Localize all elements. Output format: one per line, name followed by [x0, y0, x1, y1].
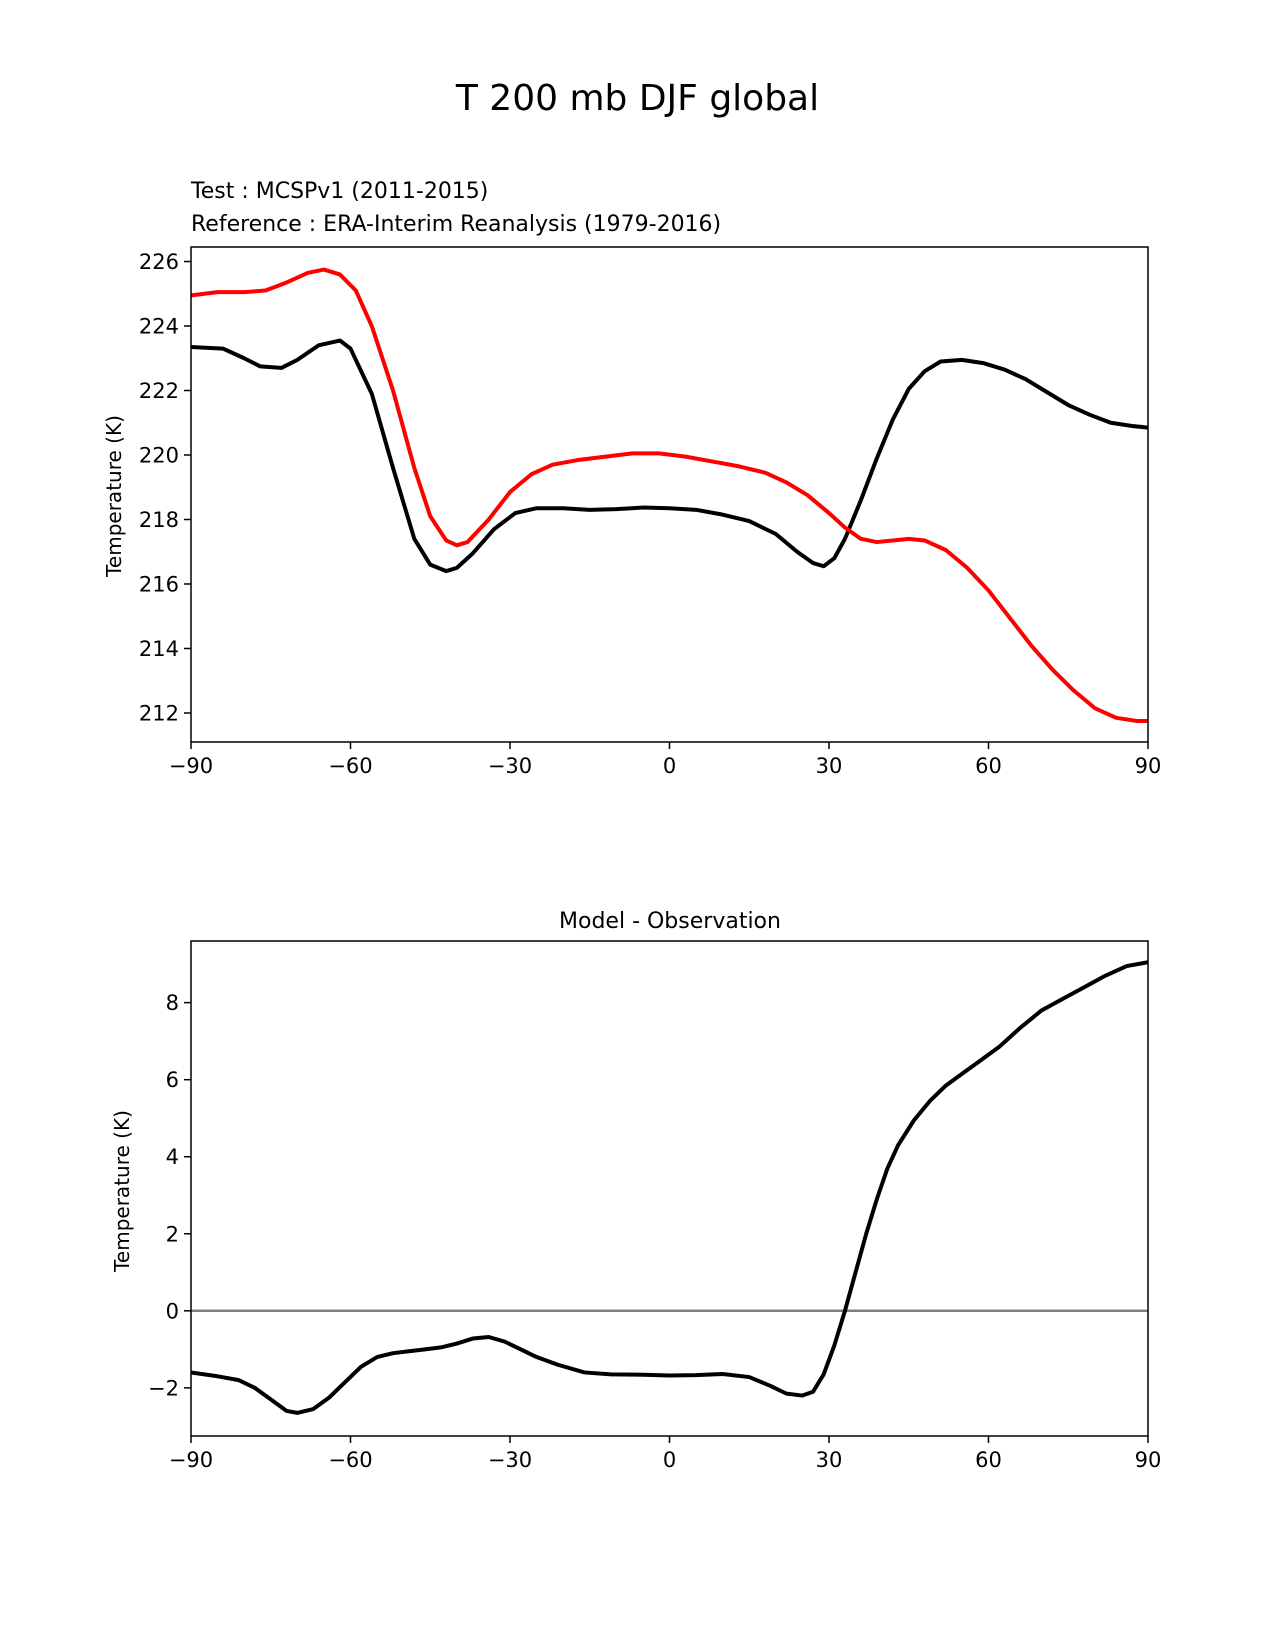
- top-xtick-label: 90: [1135, 754, 1162, 778]
- bottom-xtick-label: −90: [169, 1448, 213, 1472]
- top-xtick-label: −60: [328, 754, 372, 778]
- bottom-xtick-label: 30: [816, 1448, 843, 1472]
- test-title: Test : MCSPv1 (2011-2015): [190, 179, 488, 204]
- bottom-xtick-label: −30: [488, 1448, 532, 1472]
- figure-title: T 200 mb DJF global: [455, 78, 819, 119]
- bottom-ytick-label: 8: [166, 991, 179, 1015]
- difference-title: Model - Observation: [559, 909, 781, 934]
- top-axes-frame: [190, 246, 1149, 743]
- bottom-ytick-label: −2: [148, 1376, 179, 1400]
- top-ytick-label: 224: [139, 315, 179, 339]
- top-ytick-label: 212: [139, 701, 179, 725]
- bottom-series-difference-line: [191, 960, 1148, 1415]
- top-xtick-label: −90: [169, 754, 213, 778]
- top-series-test-line: [191, 338, 1148, 574]
- bottom-ytick-label: 2: [166, 1222, 179, 1246]
- top-xtick-label: 60: [975, 754, 1002, 778]
- bottom-xtick-label: −60: [328, 1448, 372, 1472]
- bottom-ylabel: Temperature (K): [110, 1110, 134, 1273]
- top-series-reference-line: [191, 267, 1148, 724]
- bottom-ytick-label: 6: [166, 1068, 179, 1092]
- bottom-axes-frame: [190, 940, 1149, 1437]
- top-xtick-label: 30: [816, 754, 843, 778]
- top-ytick-label: 214: [139, 637, 179, 661]
- reference-title: Reference : ERA-Interim Reanalysis (1979…: [191, 212, 721, 237]
- top-panel: Test : MCSPv1 (2011-2015) Reference : ER…: [102, 179, 1161, 778]
- top-plot-area: −90 −60 −30 0 30 60 90 212 214 216 218 220 222 224 226: [139, 246, 1162, 778]
- bottom-xtick-label: 60: [975, 1448, 1002, 1472]
- bottom-xtick-label: 0: [663, 1448, 676, 1472]
- bottom-plot-area: −90 −60 −30 0 30 60 90 −2 0 2 4 6 8: [148, 940, 1162, 1472]
- top-ytick-label: 220: [139, 443, 179, 467]
- bottom-ytick-label: 0: [166, 1299, 179, 1323]
- bottom-panel: Model - Observation −90 −60 −30 0 30 60 90 −2 0 2…: [110, 909, 1161, 1472]
- top-xtick-label: 0: [663, 754, 676, 778]
- bottom-xtick-label: 90: [1135, 1448, 1162, 1472]
- top-ylabel: Temperature (K): [102, 415, 126, 578]
- bottom-ytick-label: 4: [166, 1145, 179, 1169]
- top-xtick-label: −30: [488, 754, 532, 778]
- top-ytick-label: 218: [139, 508, 179, 532]
- top-ytick-label: 222: [139, 379, 179, 403]
- top-ytick-label: 226: [139, 250, 179, 274]
- top-ytick-label: 216: [139, 572, 179, 596]
